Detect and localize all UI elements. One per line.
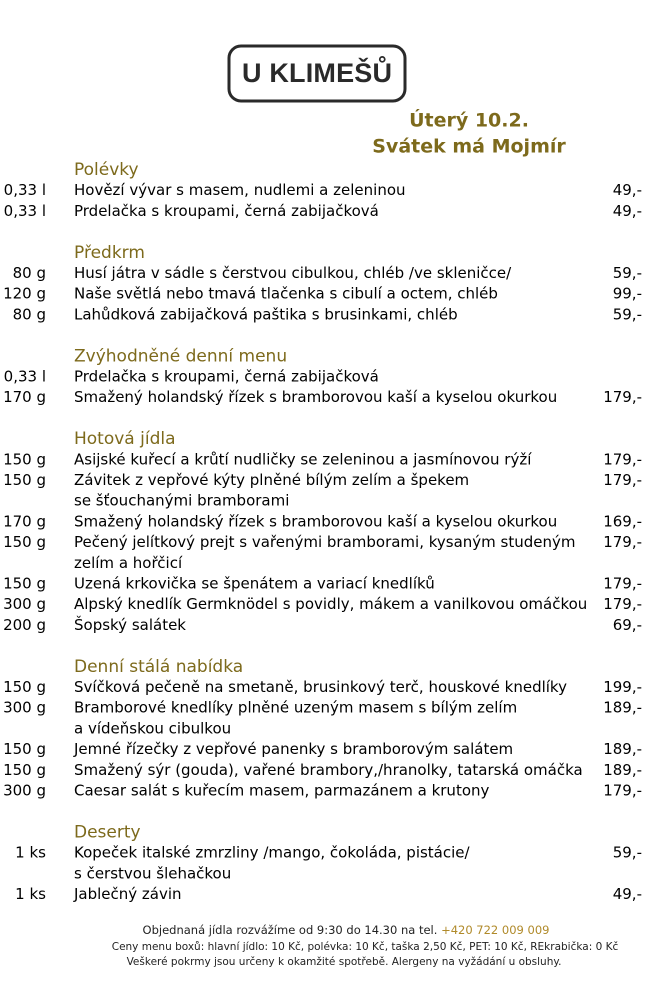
item-name: Hovězí vývar s masem, nudlemi a zelenino… — [74, 181, 406, 199]
quantity: 150 g — [3, 678, 46, 696]
price: 99,- — [613, 285, 642, 303]
price: 59,- — [613, 844, 642, 862]
quantity: 300 g — [3, 782, 46, 800]
quantity: 200 g — [3, 616, 46, 634]
item-name: Asijské kuřecí a krůtí nudličky se zelen… — [74, 450, 532, 468]
section-title: Polévky — [74, 160, 139, 180]
item-name: Smažený sýr (gouda), vařené brambory,/hr… — [74, 761, 583, 779]
section-title: Hotová jídla — [74, 429, 176, 449]
quantity: 300 g — [3, 595, 46, 613]
item-name: Husí játra v sádle s čerstvou cibulkou, … — [74, 264, 512, 282]
price: 179,- — [603, 450, 642, 468]
price: 49,- — [613, 181, 642, 199]
price: 69,- — [613, 616, 642, 634]
item-name: Závitek z vepřové kýty plněné bílým zelí… — [74, 471, 469, 489]
item-name: Uzená krkovička se špenátem a variací kn… — [74, 575, 435, 593]
quantity: 0,33 l — [4, 181, 46, 199]
item-name: se šťouchanými bramborami — [74, 492, 289, 510]
quantity: 80 g — [13, 264, 46, 282]
item-name: Naše světlá nebo tmavá tlačenka s cibulí… — [74, 285, 498, 303]
item-name: Lahůdková zabijačková paštika s brusinka… — [74, 305, 458, 323]
quantity: 170 g — [3, 388, 46, 406]
price: 169,- — [603, 512, 642, 530]
note: Veškeré pokrmy jsou určeny k okamžité sp… — [127, 956, 562, 968]
price: 49,- — [613, 202, 642, 220]
price: 189,- — [603, 761, 642, 779]
item-name: s čerstvou šlehačkou — [74, 864, 231, 882]
section-title: Denní stálá nabídka — [74, 657, 243, 677]
item-name: Smažený holandský řízek s bramborovou ka… — [74, 512, 557, 530]
item-name: Svíčková pečeně na smetaně, brusinkový t… — [74, 678, 567, 696]
date: Úterý 10.2. — [409, 108, 529, 132]
item-name: Jemné řízečky z vepřové panenky s brambo… — [73, 740, 513, 758]
quantity: 150 g — [3, 533, 46, 551]
section-title: Deserty — [74, 822, 141, 842]
section-title: Předkrm — [74, 243, 145, 263]
nameday: Svátek má Mojmír — [372, 136, 566, 158]
item-name: Caesar salát s kuřecím masem, parmazánem… — [74, 782, 490, 800]
quantity: 150 g — [3, 450, 46, 468]
price: 179,- — [603, 388, 642, 406]
section-title: Zvýhodněné denní menu — [74, 346, 287, 366]
price: 179,- — [603, 782, 642, 800]
quantity: 170 g — [3, 512, 46, 530]
quantity: 1 ks — [15, 885, 46, 903]
price: 189,- — [603, 699, 642, 717]
quantity: 80 g — [13, 305, 46, 323]
item-name: Pečený jelítkový prejt s vařenými brambo… — [74, 533, 576, 551]
item-name: a vídeňskou cibulkou — [74, 719, 231, 737]
item-name: Jablečný závin — [73, 885, 182, 903]
quantity: 150 g — [3, 471, 46, 489]
quantity: 0,33 l — [4, 202, 46, 220]
price: 199,- — [603, 678, 642, 696]
item-name: Šopský salátek — [74, 615, 186, 634]
logo-frame — [227, 44, 407, 103]
item-name: Smažený holandský řízek s bramborovou ka… — [74, 388, 557, 406]
quantity: 150 g — [3, 575, 46, 593]
item-name: Prdelačka s kroupami, černá zabijačková — [74, 368, 379, 386]
quantity: 120 g — [3, 285, 46, 303]
price: 189,- — [603, 740, 642, 758]
price: 49,- — [613, 885, 642, 903]
delivery-note: Objednaná jídla rozvážíme od 9:30 do 14.… — [143, 923, 550, 937]
price: 179,- — [603, 471, 642, 489]
phone: +420 722 009 009 — [441, 923, 549, 937]
quantity: 150 g — [3, 740, 46, 758]
box-prices: Ceny menu boxů: hlavní jídlo: 10 Kč, pol… — [112, 941, 619, 953]
quantity: 1 ks — [15, 844, 46, 862]
item-name: Bramborové knedlíky plněné uzeným masem … — [74, 699, 517, 717]
item-name: Kopeček italské zmrzliny /mango, čokolád… — [74, 844, 471, 862]
quantity: 0,33 l — [4, 368, 46, 386]
delivery: Objednaná jídla rozvážíme od 9:30 do 14.… — [143, 923, 438, 937]
price: 179,- — [603, 533, 642, 551]
price: 179,- — [603, 575, 642, 593]
quantity: 300 g — [3, 699, 46, 717]
item-name: Prdelačka s kroupami, černá zabijačková — [74, 202, 379, 220]
item-name: Alpský knedlík Germknödel s povidly, mák… — [74, 595, 587, 613]
logo: U KLIMEŠŮ — [242, 55, 392, 88]
price: 59,- — [613, 264, 642, 282]
item-name: zelím a hořčicí — [74, 554, 183, 572]
price: 59,- — [613, 305, 642, 323]
quantity: 150 g — [3, 761, 46, 779]
price: 179,- — [603, 595, 642, 613]
